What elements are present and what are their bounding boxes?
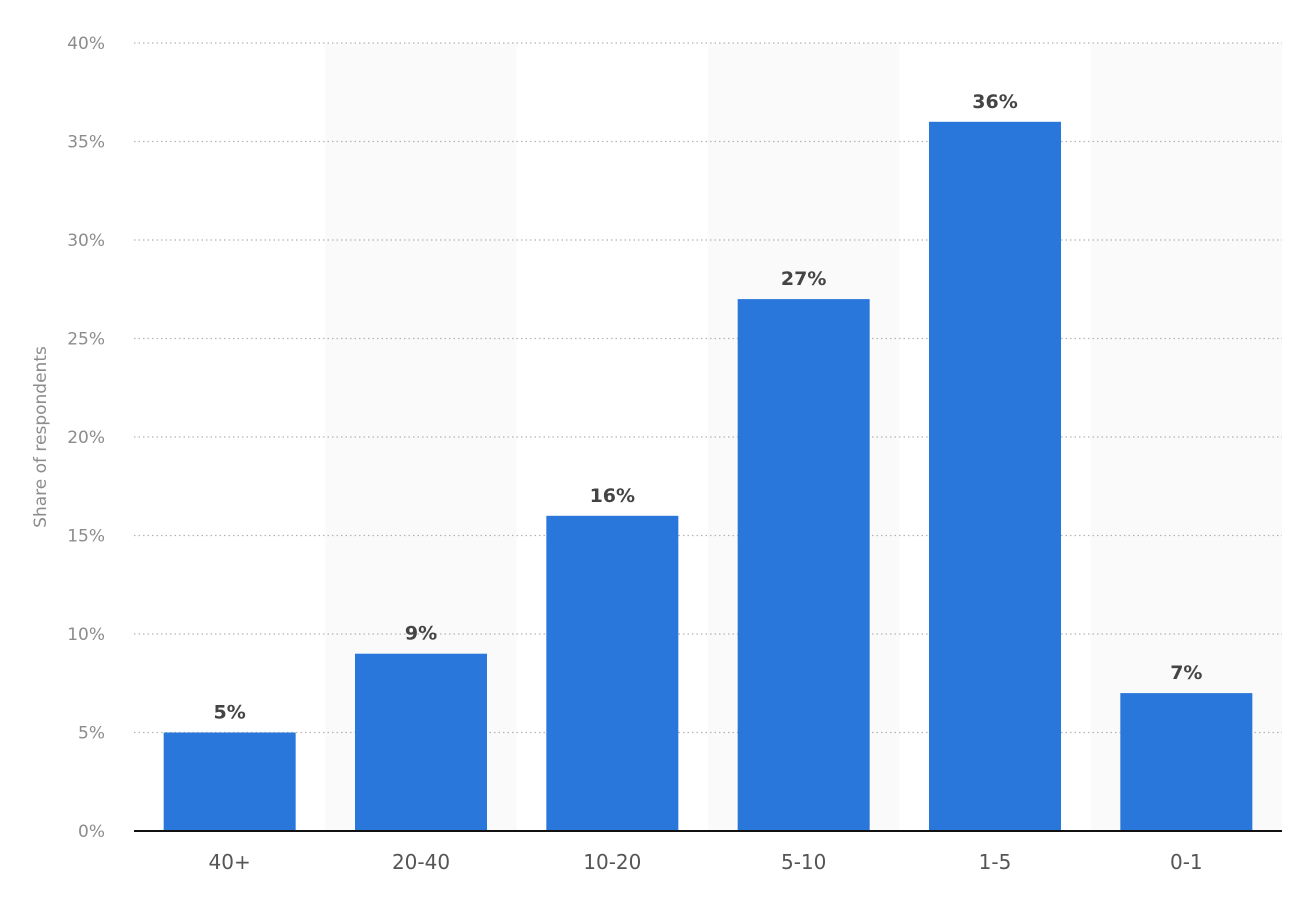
y-tick-label: 10% xyxy=(67,625,105,645)
bar-value-label: 7% xyxy=(1170,662,1202,684)
y-tick-label: 5% xyxy=(78,724,105,744)
x-tick-label: 20-40 xyxy=(392,850,450,874)
bar-value-label: 9% xyxy=(405,623,437,645)
bar xyxy=(163,732,296,831)
bar xyxy=(355,653,487,831)
y-axis-ticks: 0% 5% 10% 15% 20% 25% 30% 35% 40% xyxy=(67,34,105,842)
bar xyxy=(929,121,1061,832)
bar-value-label: 36% xyxy=(972,91,1017,113)
x-tick-label: 10-20 xyxy=(583,850,641,874)
bars xyxy=(163,121,1253,832)
y-tick-label: 40% xyxy=(67,34,105,54)
x-tick-label: 40+ xyxy=(209,850,251,874)
y-tick-label: 20% xyxy=(67,428,105,448)
bar xyxy=(1120,693,1253,831)
y-tick-label: 0% xyxy=(78,822,105,842)
y-tick-label: 25% xyxy=(67,330,105,350)
bar-value-label: 27% xyxy=(781,268,826,290)
value-labels: 5% 9% 16% 27% 36% 7% xyxy=(214,91,1203,724)
x-tick-label: 1-5 xyxy=(979,850,1012,874)
x-tick-label: 0-1 xyxy=(1170,850,1203,874)
bar-value-label: 16% xyxy=(590,485,635,507)
y-tick-label: 35% xyxy=(67,133,105,153)
bar-value-label: 5% xyxy=(214,702,246,724)
x-axis-ticks: 40+ 20-40 10-20 5-10 1-5 0-1 xyxy=(209,850,1203,874)
y-tick-label: 30% xyxy=(67,231,105,251)
y-axis-title: Share of respondents xyxy=(31,346,51,528)
bar xyxy=(546,515,679,831)
x-tick-label: 5-10 xyxy=(781,850,826,874)
bar xyxy=(737,299,870,832)
y-tick-label: 15% xyxy=(67,527,105,547)
